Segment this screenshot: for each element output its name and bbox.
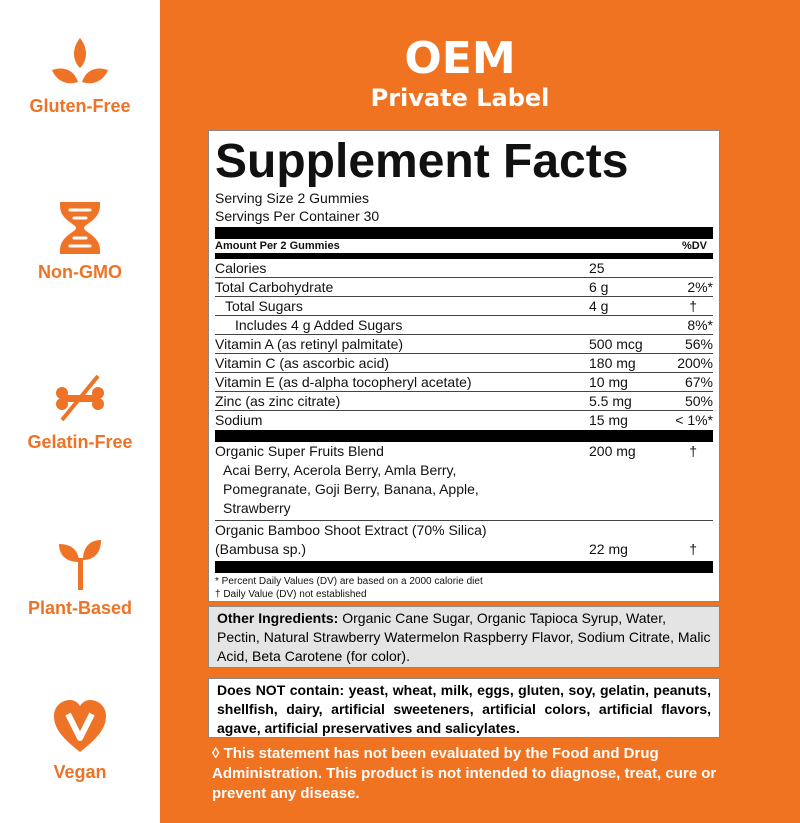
- blend-dv: †: [689, 443, 697, 459]
- nutrient-row: Total Carbohydrate 6 g 2%*: [215, 278, 713, 297]
- nutrient-name: Total Carbohydrate: [215, 279, 334, 295]
- heart-v-icon: [54, 700, 106, 752]
- badge-label: Gelatin-Free: [27, 432, 133, 452]
- nutrient-dv: 56%: [684, 336, 713, 352]
- bamboo-dv: †: [689, 541, 697, 557]
- other-ingredients-text: Organic Cane Sugar, Organic Tapioca Syru…: [217, 610, 711, 664]
- nutrient-row: Calories 25: [215, 259, 713, 278]
- other-ingredients: Other Ingredients: Organic Cane Sugar, O…: [208, 606, 720, 668]
- oem-heading: OEM: [404, 33, 516, 84]
- nutrient-name: Vitamin A (as retinyl palmitate): [215, 336, 404, 352]
- nutrient-row: Includes 4 g Added Sugars 8%*: [215, 316, 713, 335]
- badge-label: Plant-Based: [27, 598, 133, 618]
- divider: [215, 430, 713, 442]
- divider: [215, 227, 713, 239]
- footnote-dv: * Percent Daily Values (DV) are based on…: [215, 576, 483, 587]
- nutrient-dv: †: [689, 298, 697, 314]
- nutrient-amount: 4 g: [589, 298, 609, 314]
- nutrient-dv: [669, 259, 713, 277]
- blend-name: Organic Super Fruits Blend: [215, 443, 384, 459]
- sprout-icon: [59, 540, 101, 590]
- nutrient-amount: 180 mg: [589, 355, 636, 371]
- bamboo-extract: Organic Bamboo Shoot Extract (70% Silica…: [215, 521, 713, 559]
- facts-title: Supplement Facts: [215, 135, 629, 188]
- nutrient-row: Vitamin A (as retinyl palmitate) 500 mcg 5…: [215, 335, 713, 354]
- blend-ingredients: Acai Berry, Acerola Berry, Amla Berry,: [223, 462, 457, 478]
- nutrient-name: Vitamin C (as ascorbic acid): [215, 355, 390, 371]
- wheat-leaves-icon: [52, 38, 108, 84]
- blend-ingredients: Pomegranate, Goji Berry, Banana, Apple,: [223, 481, 479, 497]
- nutrient-name: Total Sugars: [225, 298, 303, 314]
- nutrient-amount: [589, 316, 669, 334]
- badge-plant-based: Plant-Based: [0, 538, 160, 619]
- nutrient-name: Includes 4 g Added Sugars: [235, 317, 403, 333]
- bamboo-species: (Bambusa sp.): [215, 541, 307, 557]
- blend-amount: 200 mg: [589, 443, 636, 459]
- nutrient-amount: 500 mcg: [589, 336, 643, 352]
- nutrient-dv: 8%*: [687, 317, 713, 333]
- badge-label: Gluten-Free: [29, 96, 131, 116]
- badge-label: Vegan: [53, 762, 107, 782]
- nutrient-row: Zinc (as zinc citrate) 5.5 mg 50%: [215, 392, 713, 411]
- nutrient-amount: 5.5 mg: [589, 393, 632, 409]
- nutrient-dv: 200%: [677, 355, 713, 371]
- dna-icon: [60, 202, 100, 254]
- crossed-bone-icon: [56, 374, 104, 422]
- other-ingredients-label: Other Ingredients:: [217, 610, 339, 626]
- servings-per-container: Servings Per Container 30: [215, 208, 380, 224]
- bamboo-amount: 22 mg: [589, 541, 628, 557]
- nutrient-amount: 15 mg: [589, 412, 628, 428]
- nutrient-name: Sodium: [215, 412, 263, 428]
- nutrient-dv: 67%: [684, 374, 713, 390]
- blend-ingredients: Strawberry: [223, 500, 291, 516]
- amount-header: Amount Per 2 Gummies %DV: [215, 239, 713, 253]
- nutrient-amount: 6 g: [589, 279, 609, 295]
- fruit-blend: Organic Super Fruits Blend 200 mg † Acai B…: [215, 442, 713, 521]
- nutrient-dv: 2%*: [687, 279, 713, 295]
- badge-vegan: Vegan: [0, 700, 160, 783]
- nutrient-row: Total Sugars 4 g †: [215, 297, 713, 316]
- badge-gluten-free: Gluten-Free: [0, 36, 160, 117]
- does-not-contain: Does NOT contain: yeast, wheat, milk, eg…: [208, 678, 720, 738]
- private-label-heading: Private Label: [370, 84, 550, 112]
- supplement-facts-label: Supplement Facts Serving Size 2 Gummies …: [208, 130, 720, 602]
- nutrient-row: Sodium 15 mg < 1%*: [215, 411, 713, 430]
- divider: [215, 561, 713, 573]
- dv-header: %DV: [681, 240, 707, 252]
- nutrient-row: Vitamin C (as ascorbic acid) 180 mg 200%: [215, 354, 713, 373]
- divider: [215, 253, 713, 259]
- nutrient-dv: 50%: [684, 393, 713, 409]
- fda-disclaimer: ◊ This statement has not been evaluated …: [212, 745, 717, 802]
- nutrient-amount: 10 mg: [589, 374, 628, 390]
- badge-label: Non-GMO: [38, 262, 122, 282]
- nutrient-amount: 25: [589, 260, 605, 276]
- badge-column: Gluten-Free Non-GMO Gelatin-Free Plant-B…: [0, 0, 160, 823]
- badge-gelatin-free: Gelatin-Free: [0, 372, 160, 453]
- serving-size: Serving Size 2 Gummies: [215, 190, 370, 206]
- footnote-dagger: † Daily Value (DV) not established: [215, 589, 367, 600]
- nutrient-dv: < 1%*: [675, 412, 713, 428]
- nutrient-name: Vitamin E (as d-alpha tocopheryl acetate…: [215, 374, 472, 390]
- badge-non-gmo: Non-GMO: [0, 202, 160, 283]
- nutrient-name: Calories: [215, 260, 267, 276]
- nutrient-name: Zinc (as zinc citrate): [215, 393, 341, 409]
- bamboo-name: Organic Bamboo Shoot Extract (70% Silica…: [215, 522, 487, 538]
- amount-per-label: Amount Per 2 Gummies: [215, 240, 340, 252]
- nutrient-row: Vitamin E (as d-alpha tocopheryl acetate…: [215, 373, 713, 392]
